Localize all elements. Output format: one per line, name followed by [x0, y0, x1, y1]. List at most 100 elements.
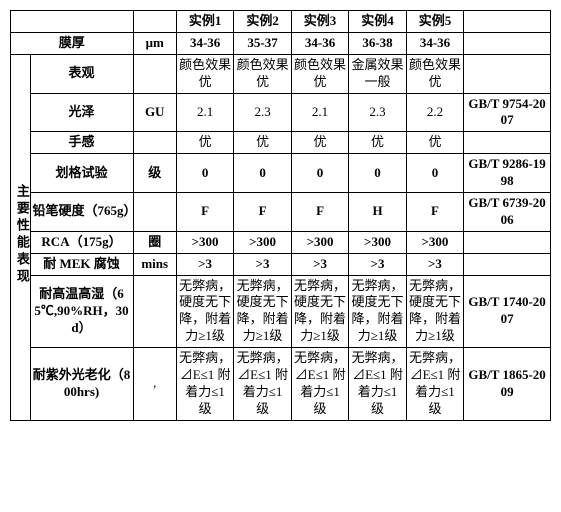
cell-v2: 优	[234, 132, 291, 154]
cell-unit: mins	[133, 253, 176, 275]
row-pencil: 铅笔硬度（765g） F F F H F GB/T 6739-2006	[11, 193, 551, 232]
row-uv: 耐紫外光老化（800hrs) , 无弊病，⊿E≤1 附着力≤1级 无弊病，⊿E≤…	[11, 348, 551, 421]
cell-unit	[133, 275, 176, 348]
cell-prop: RCA（175g）	[30, 231, 133, 253]
cell-v1: 2.1	[176, 93, 233, 132]
header-ex5: 实例5	[406, 11, 463, 33]
cell-prop: 耐紫外光老化（800hrs)	[30, 348, 133, 421]
cell-std	[464, 132, 551, 154]
cell-v1: >300	[176, 231, 233, 253]
cell-v1: 无弊病，硬度无下降，附着力≥1级	[176, 275, 233, 348]
cell-v3: 无弊病，硬度无下降，附着力≥1级	[291, 275, 348, 348]
cell-v3: 颜色效果优	[291, 54, 348, 93]
cell-v4: 2.3	[349, 93, 406, 132]
cell-std	[464, 253, 551, 275]
cell-std: GB/T 1740-2007	[464, 275, 551, 348]
cell-v4: H	[349, 193, 406, 232]
cell-v4: 无弊病，⊿E≤1 附着力≤1级	[349, 348, 406, 421]
cell-v2: 35-37	[234, 32, 291, 54]
cell-v1: 0	[176, 154, 233, 193]
header-ex3: 实例3	[291, 11, 348, 33]
cell-v5: 34-36	[406, 32, 463, 54]
cell-unit: 圈	[133, 231, 176, 253]
row-heat-humid: 耐高温高湿（65℃,90%RH，30d） 无弊病，硬度无下降，附着力≥1级 无弊…	[11, 275, 551, 348]
cell-v3: 0	[291, 154, 348, 193]
cell-prop: 耐 MEK 腐蚀	[30, 253, 133, 275]
cell-prop: 耐高温高湿（65℃,90%RH，30d）	[30, 275, 133, 348]
row-gloss: 光泽 GU 2.1 2.3 2.1 2.3 2.2 GB/T 9754-2007	[11, 93, 551, 132]
cell-v4: 36-38	[349, 32, 406, 54]
cell-v5: 优	[406, 132, 463, 154]
performance-table: 实例1 实例2 实例3 实例4 实例5 膜厚 μm 34-36 35-37 34…	[10, 10, 551, 421]
cell-v5: 颜色效果优	[406, 54, 463, 93]
cell-prop: 膜厚	[11, 32, 134, 54]
cell-unit: GU	[133, 93, 176, 132]
header-blank	[11, 11, 134, 33]
cell-v5: >3	[406, 253, 463, 275]
cell-std	[464, 32, 551, 54]
cell-v4: 无弊病，硬度无下降，附着力≥1级	[349, 275, 406, 348]
cell-prop: 铅笔硬度（765g）	[30, 193, 133, 232]
cell-std: GB/T 9286-1998	[464, 154, 551, 193]
row-crosscut: 划格试验 级 0 0 0 0 0 GB/T 9286-1998	[11, 154, 551, 193]
cell-prop: 手感	[30, 132, 133, 154]
header-unit-blank	[133, 11, 176, 33]
cell-v1: 颜色效果优	[176, 54, 233, 93]
cell-v1: >3	[176, 253, 233, 275]
side-label: 主要性能表现	[11, 54, 31, 420]
cell-v2: >3	[234, 253, 291, 275]
cell-v4: 金属效果一般	[349, 54, 406, 93]
header-ex1: 实例1	[176, 11, 233, 33]
row-rca: RCA（175g） 圈 >300 >300 >300 >300 >300	[11, 231, 551, 253]
cell-v3: 优	[291, 132, 348, 154]
cell-prop: 光泽	[30, 93, 133, 132]
cell-v2: 2.3	[234, 93, 291, 132]
cell-unit: 级	[133, 154, 176, 193]
cell-v4: >300	[349, 231, 406, 253]
cell-prop: 表观	[30, 54, 133, 93]
row-appearance: 主要性能表现 表观 颜色效果优 颜色效果优 颜色效果优 金属效果一般 颜色效果优	[11, 54, 551, 93]
cell-unit: ,	[133, 348, 176, 421]
cell-v3: F	[291, 193, 348, 232]
cell-v3: 无弊病，⊿E≤1 附着力≤1级	[291, 348, 348, 421]
cell-v2: 0	[234, 154, 291, 193]
cell-v5: >300	[406, 231, 463, 253]
cell-v4: 0	[349, 154, 406, 193]
cell-v5: 0	[406, 154, 463, 193]
cell-v5: 2.2	[406, 93, 463, 132]
cell-unit	[133, 132, 176, 154]
cell-std	[464, 54, 551, 93]
header-row: 实例1 实例2 实例3 实例4 实例5	[11, 11, 551, 33]
cell-v3: >3	[291, 253, 348, 275]
header-std-blank	[464, 11, 551, 33]
cell-v4: 优	[349, 132, 406, 154]
cell-v1: F	[176, 193, 233, 232]
cell-unit	[133, 193, 176, 232]
cell-v3: 2.1	[291, 93, 348, 132]
row-mek: 耐 MEK 腐蚀 mins >3 >3 >3 >3 >3	[11, 253, 551, 275]
cell-v3: 34-36	[291, 32, 348, 54]
cell-std: GB/T 9754-2007	[464, 93, 551, 132]
cell-v2: 无弊病，⊿E≤1 附着力≤1级	[234, 348, 291, 421]
cell-prop: 划格试验	[30, 154, 133, 193]
cell-v2: F	[234, 193, 291, 232]
cell-std: GB/T 1865-2009	[464, 348, 551, 421]
cell-v1: 34-36	[176, 32, 233, 54]
cell-std	[464, 231, 551, 253]
cell-v2: 颜色效果优	[234, 54, 291, 93]
cell-v2: >300	[234, 231, 291, 253]
cell-v5: 无弊病，硬度无下降，附着力≥1级	[406, 275, 463, 348]
cell-std: GB/T 6739-2006	[464, 193, 551, 232]
cell-v5: F	[406, 193, 463, 232]
cell-v5: 无弊病，⊿E≤1 附着力≤1级	[406, 348, 463, 421]
cell-v1: 优	[176, 132, 233, 154]
row-film-thickness: 膜厚 μm 34-36 35-37 34-36 36-38 34-36	[11, 32, 551, 54]
row-feel: 手感 优 优 优 优 优	[11, 132, 551, 154]
cell-v3: >300	[291, 231, 348, 253]
cell-unit: μm	[133, 32, 176, 54]
header-ex2: 实例2	[234, 11, 291, 33]
cell-v1: 无弊病，⊿E≤1 附着力≤1级	[176, 348, 233, 421]
cell-v2: 无弊病，硬度无下降，附着力≥1级	[234, 275, 291, 348]
header-ex4: 实例4	[349, 11, 406, 33]
cell-unit	[133, 54, 176, 93]
